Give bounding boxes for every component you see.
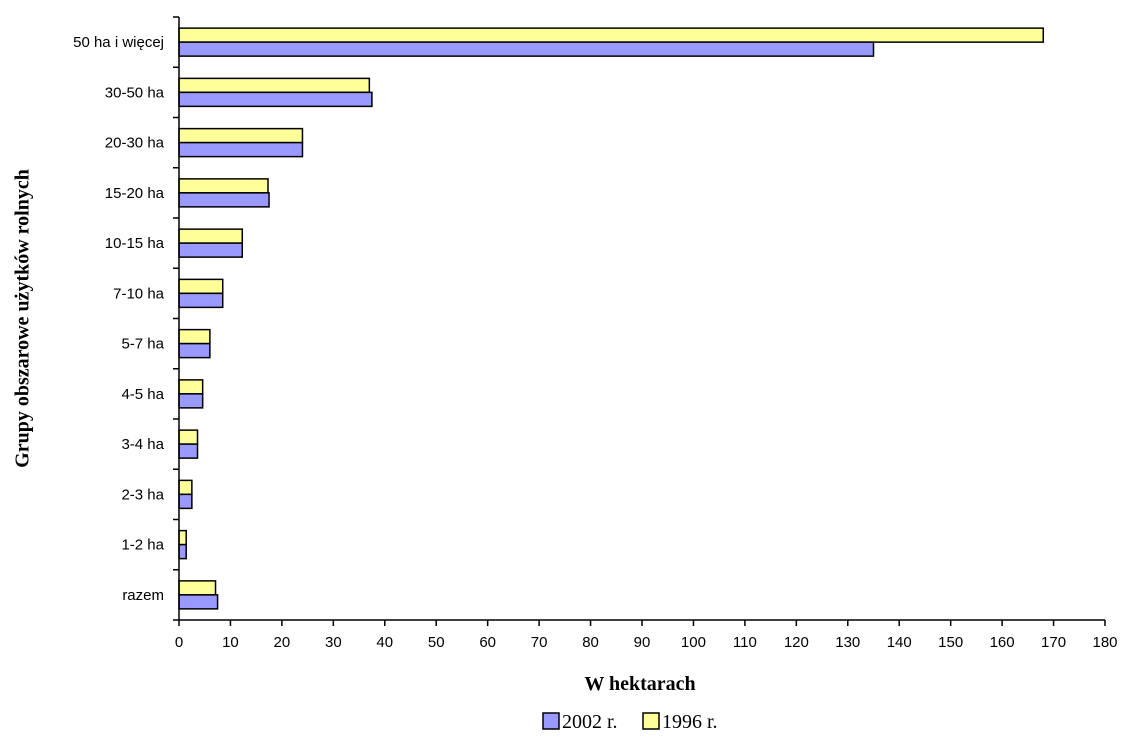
x-axis-title: W hektarach	[584, 673, 695, 695]
legend: 2002 r. 1996 r.	[542, 711, 718, 733]
y-tick-label: 20-30 ha	[105, 135, 165, 152]
bar-1996-4	[178, 228, 244, 244]
bar-1996-7	[178, 379, 204, 395]
legend-swatch-2002	[542, 712, 560, 730]
x-tick-label: 170	[1041, 634, 1066, 651]
bar-1996-6	[178, 328, 211, 345]
bar-2002-8	[178, 443, 199, 459]
y-tick-label: 50 ha i więcej	[73, 34, 164, 51]
legend-swatch-1996	[642, 712, 660, 730]
x-tick-label: 80	[582, 634, 599, 651]
x-tick-label: 10	[222, 634, 239, 651]
bar-1996-8	[178, 429, 199, 445]
x-tick-label: 40	[376, 634, 393, 651]
bar-1996-0	[178, 27, 1045, 43]
y-tick-label: 15-20 ha	[105, 185, 165, 202]
x-tick-label: 70	[531, 634, 548, 651]
y-tick-label: 7-10 ha	[113, 285, 165, 302]
x-tick-label: 110	[733, 634, 757, 651]
legend-label-1996: 1996 r.	[662, 711, 718, 733]
bars-group	[178, 27, 1045, 610]
y-tick-label: 2-3 ha	[121, 486, 164, 503]
bar-1996-9	[178, 479, 193, 496]
x-tick-label: 0	[175, 634, 183, 651]
bar-1996-1	[178, 77, 371, 94]
x-tick-label: 130	[835, 634, 860, 651]
bar-2002-1	[178, 91, 373, 108]
bar-2002-9	[178, 493, 193, 510]
bar-2002-0	[178, 41, 875, 57]
bar-1996-11	[178, 580, 217, 596]
y-tick-label: 4-5 ha	[121, 386, 164, 403]
y-tick-label: razem	[122, 587, 164, 604]
bar-2002-10	[178, 543, 187, 560]
bar-2002-2	[178, 141, 304, 158]
bar-1996-3	[178, 178, 269, 194]
x-axis-ticks: 0 10 20 30 40 50 60 70 80 90 100 110 120 130 140 150 160…	[175, 620, 1118, 651]
x-tick-label: 30	[325, 634, 342, 651]
y-axis-ticks: 50 ha i więcej 30-50 ha 20-30 ha 15-20 ha 10…	[73, 16, 179, 621]
bar-2002-5	[178, 292, 224, 309]
x-tick-label: 100	[681, 634, 706, 651]
x-tick-label: 140	[887, 634, 912, 651]
x-tick-label: 50	[428, 634, 445, 651]
y-tick-label: 5-7 ha	[121, 336, 164, 353]
x-tick-label: 160	[990, 634, 1015, 651]
x-tick-label: 180	[1092, 634, 1117, 651]
y-tick-label: 10-15 ha	[105, 235, 165, 252]
bar-2002-11	[178, 594, 219, 610]
y-tick-label: 1-2 ha	[121, 537, 164, 554]
y-tick-label: 3-4 ha	[121, 436, 164, 453]
bar-2002-4	[178, 242, 244, 258]
x-tick-label: 20	[274, 634, 291, 651]
bar-2002-3	[178, 192, 270, 208]
x-tick-label: 60	[479, 634, 496, 651]
bar-2002-7	[178, 393, 204, 409]
x-tick-label: 90	[634, 634, 651, 651]
bar-1996-10	[178, 529, 187, 546]
y-tick-label: 30-50 ha	[105, 84, 165, 101]
bar-1996-2	[178, 127, 304, 144]
bar-2002-6	[178, 342, 211, 359]
x-tick-label: 120	[784, 634, 809, 651]
x-tick-label: 150	[938, 634, 963, 651]
bar-1996-5	[178, 278, 224, 295]
legend-label-2002: 2002 r.	[562, 711, 618, 733]
y-axis-title: Grupy obszarowe użytków rolnych	[12, 169, 34, 468]
